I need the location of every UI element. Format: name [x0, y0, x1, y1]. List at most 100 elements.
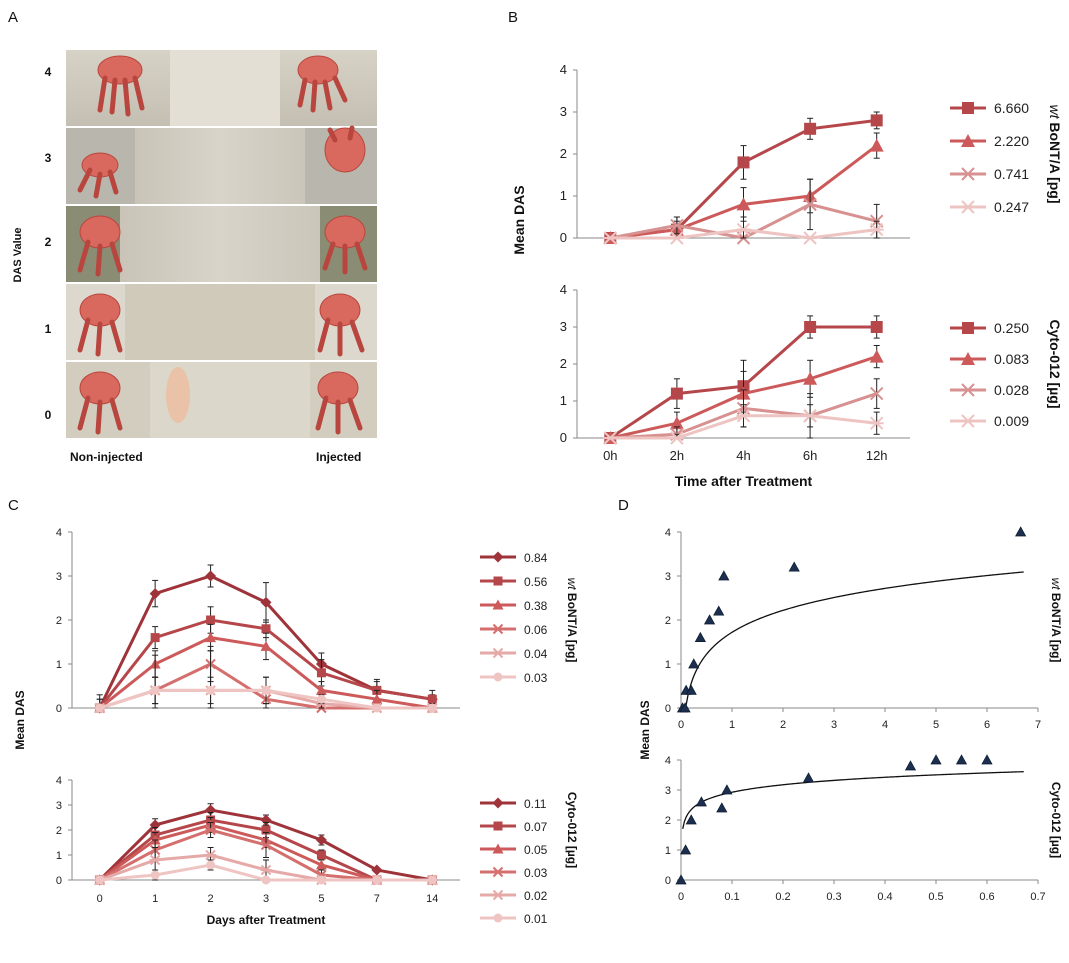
data-point	[803, 231, 818, 245]
data-point	[685, 684, 697, 695]
data-point	[869, 349, 884, 363]
legend-item: 0.56	[480, 575, 548, 589]
legend-item: 0.04	[480, 647, 548, 661]
x-tick-label: 0.3	[826, 891, 841, 903]
chart-d-bottom: 0 1 2 3 4 Cyto-012 [µg] 0 0.1 0.2 0.3 0.4 0.5 0.6 0.7	[665, 754, 1063, 903]
x-tick-label: 0.7	[1030, 891, 1045, 903]
data-point	[316, 850, 326, 860]
legend-marker	[492, 889, 504, 901]
x-tick-label: 0.2	[775, 891, 790, 903]
data-point	[737, 156, 750, 169]
data-point	[1015, 526, 1027, 537]
side-title-italic: wt	[1047, 104, 1063, 119]
data-point	[95, 703, 105, 713]
data-point	[315, 859, 327, 870]
y-tick-label: 1	[665, 845, 671, 857]
data-point	[669, 416, 684, 430]
x-tick-label: 0	[678, 891, 684, 903]
data-point	[315, 834, 327, 846]
legend-marker	[961, 200, 975, 214]
panel-d-ylabel: Mean DAS	[638, 700, 652, 759]
y-tick-label: 0	[560, 230, 567, 245]
legend-marker	[961, 167, 975, 181]
y-tick-label: 4	[560, 282, 567, 297]
data-point	[261, 685, 271, 695]
panel-b-ylabel: Mean DAS	[511, 185, 527, 254]
data-point	[869, 416, 884, 430]
y-tick-label: 3	[665, 785, 671, 797]
data-point	[669, 231, 684, 245]
data-point	[721, 784, 733, 795]
legend-marker	[961, 134, 975, 147]
legend-item: 0.250	[950, 320, 1029, 336]
y-tick-label: 2	[56, 615, 62, 627]
legend-label: 0.028	[994, 382, 1029, 398]
data-point	[870, 114, 883, 127]
injected-label: Injected	[316, 450, 361, 464]
y-tick-label: 0	[56, 703, 62, 715]
data-point	[716, 802, 728, 813]
data-point	[981, 754, 993, 765]
legend-marker	[492, 551, 504, 563]
x-tick-label: 7	[374, 893, 380, 905]
y-tick-label: 3	[560, 319, 567, 334]
y-tick-label: 3	[665, 571, 671, 583]
x-axis-label: Days after Treatment	[207, 913, 326, 927]
data-point	[372, 875, 382, 885]
legend-marker	[961, 414, 975, 428]
x-tick-label: 1	[152, 893, 158, 905]
x-tick-label: 0.1	[724, 891, 739, 903]
data-point	[869, 386, 884, 401]
y-tick-label: 2	[560, 146, 567, 161]
data-point	[261, 875, 271, 885]
series-0.03	[95, 676, 437, 713]
legend-item: 0.03	[480, 866, 548, 880]
legend-marker	[493, 672, 503, 682]
data-point	[150, 870, 160, 880]
legend-label: 0.250	[994, 320, 1029, 336]
side-title-text: BoNT/A [pg]	[565, 590, 579, 663]
legend-label: 0.56	[524, 575, 548, 589]
data-point	[371, 864, 383, 876]
legend-marker	[962, 322, 974, 334]
side-title-text: BoNT/A [pg]	[1049, 590, 1063, 663]
data-point	[736, 409, 751, 423]
x-tick-label: 2	[208, 893, 214, 905]
data-point	[670, 218, 684, 233]
legend-item: 0.11	[480, 797, 547, 811]
data-point	[95, 875, 105, 885]
x-tick-label: 0.5	[928, 891, 943, 903]
y-tick-label: 4	[560, 62, 567, 77]
data-point	[260, 596, 272, 608]
data-point	[149, 588, 161, 600]
data-point	[713, 605, 725, 616]
legend-item: 0.07	[480, 820, 548, 834]
data-point	[679, 702, 691, 713]
legend-label: 0.03	[524, 671, 548, 685]
data-point	[261, 624, 271, 634]
data-point	[694, 631, 706, 642]
data-point	[869, 138, 884, 152]
y-tick-label: 0	[665, 875, 671, 887]
legend-marker	[492, 866, 504, 878]
side-title: wt BoNT/A [pg]	[1049, 578, 1063, 663]
y-tick-label: 3	[560, 104, 567, 119]
x-axis-label: Time after Treatment	[675, 473, 813, 489]
x-tick-label: 1	[729, 719, 735, 731]
data-point	[603, 231, 618, 245]
side-title-text: Cyto-012 [µg]	[1049, 782, 1063, 858]
legend-item: 0.009	[950, 413, 1029, 429]
legend-marker	[492, 623, 504, 635]
x-tick-label: 0	[97, 893, 103, 905]
x-tick-label: 4	[882, 719, 888, 731]
y-tick-label: 3	[56, 571, 62, 583]
legend-item: 0.02	[480, 889, 548, 903]
panel-letter-d: D	[618, 497, 629, 514]
x-tick-label: 0	[678, 719, 684, 731]
x-tick-label: 12h	[866, 448, 888, 463]
non-injected-label: Non-injected	[70, 450, 143, 464]
legend-label: 2.220	[994, 133, 1029, 149]
y-tick-label: 2	[665, 615, 671, 627]
y-tick-label: 4	[665, 755, 671, 767]
